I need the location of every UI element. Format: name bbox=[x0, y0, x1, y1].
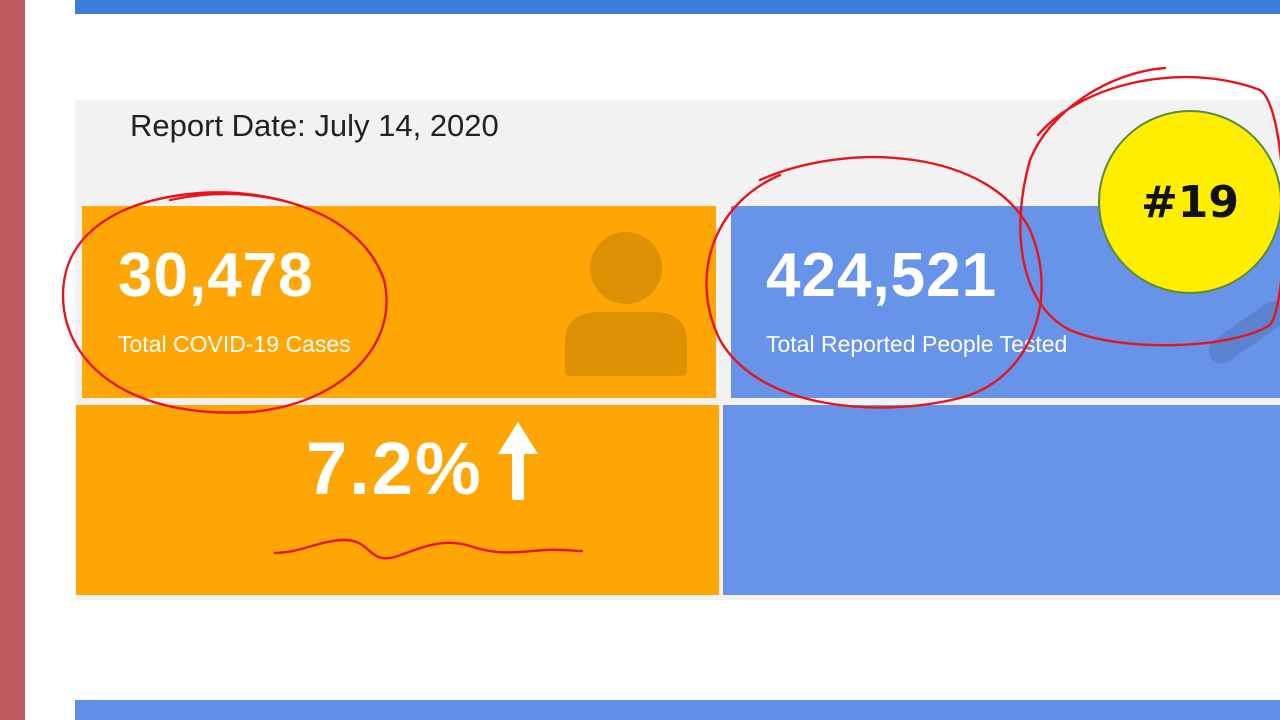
positivity-value: 7.2% bbox=[306, 427, 483, 510]
cases-label: Total COVID-19 Cases bbox=[118, 331, 351, 357]
positivity-tile[interactable] bbox=[76, 405, 719, 595]
test-tube-icon bbox=[1208, 300, 1280, 364]
arrow-up-icon bbox=[498, 422, 538, 500]
tested-label: Total Reported People Tested bbox=[766, 331, 1068, 357]
number-badge: #19 bbox=[1098, 110, 1280, 294]
tested-value: 424,521 bbox=[766, 241, 998, 310]
bottom-bar bbox=[75, 700, 1280, 720]
top-header-bar bbox=[75, 0, 1280, 14]
person-icon bbox=[565, 232, 687, 376]
left-edge-strip bbox=[0, 0, 25, 720]
blank-blue-tile bbox=[723, 405, 1280, 595]
report-date: Report Date: July 14, 2020 bbox=[130, 108, 499, 143]
cases-value: 30,478 bbox=[118, 241, 314, 310]
badge-text: #19 bbox=[1140, 176, 1240, 228]
